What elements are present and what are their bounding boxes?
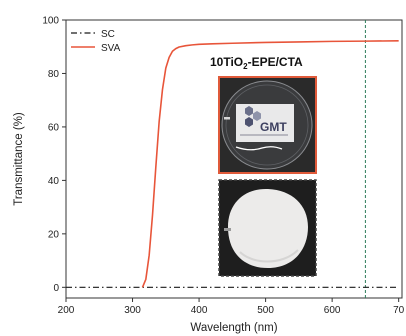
x-tick-label: 600	[324, 305, 341, 316]
x-tick-label: 70	[393, 305, 405, 316]
y-tick-label: 100	[42, 16, 59, 27]
hexagon-icon	[245, 106, 253, 116]
x-tick-label: 400	[191, 305, 208, 316]
photo-opaque-film	[218, 179, 317, 277]
gmt-logo-text: GMT	[260, 120, 287, 134]
film-edge-highlight	[235, 146, 283, 151]
y-axis-title: Transmittance (%)	[13, 112, 25, 206]
x-axis-ticks: 200 300 400 500 600 70	[58, 298, 405, 316]
x-tick-label: 500	[257, 305, 274, 316]
plot-frame	[65, 19, 403, 299]
legend-label-sc: SC	[101, 29, 115, 40]
x-tick-label: 300	[124, 305, 141, 316]
y-tick-label: 20	[48, 229, 60, 240]
legend: SC SVA	[71, 29, 121, 54]
sample-title-main: 10TiO	[210, 55, 243, 69]
series-layer	[66, 40, 399, 288]
photo-transparent-film: GMT	[218, 76, 317, 174]
sample-title-subscript: 2	[243, 62, 248, 71]
sample-title: 10TiO2-EPE/CTA	[210, 55, 303, 71]
hexagon-icon	[253, 111, 261, 121]
y-axis-ticks: 0 20 40 60 80 100	[42, 16, 66, 294]
y-tick-label: 0	[53, 283, 59, 294]
y-tick-label: 60	[48, 122, 60, 133]
x-tick-label: 200	[58, 305, 75, 316]
x-axis-title: Wavelength (nm)	[190, 322, 277, 334]
white-film-disc	[228, 188, 308, 268]
y-tick-label: 80	[48, 69, 60, 80]
y-tick-label: 40	[48, 176, 60, 187]
sample-title-rest: -EPE/CTA	[248, 55, 303, 69]
legend-label-sva: SVA	[101, 43, 121, 54]
series-line-sva	[141, 40, 399, 288]
hexagon-icon	[245, 117, 253, 127]
